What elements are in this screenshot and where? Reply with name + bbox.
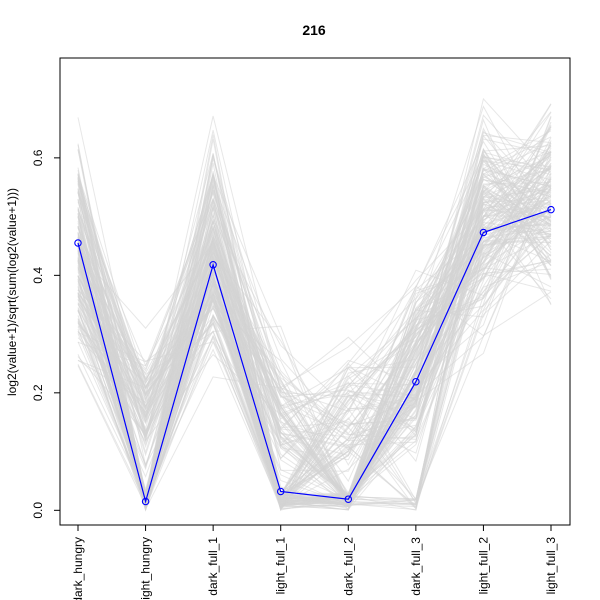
background-line <box>77 182 552 504</box>
background-line <box>77 155 552 511</box>
background-line <box>77 202 552 506</box>
y-axis: 0.0 0.2 0.4 0.6 <box>31 149 60 519</box>
background-lines <box>77 97 552 512</box>
highlight-point-dark_hungry <box>74 239 82 247</box>
y-axis-label: log2(value+1)/sqrt(sum(log2(value+1))) <box>5 188 19 396</box>
y-tick-label: 0.2 <box>31 384 45 401</box>
y-tick-label: 0.4 <box>31 267 45 284</box>
x-tick-label-dark_full_1: dark_full_1 <box>206 537 220 596</box>
background-line <box>77 222 552 508</box>
background-line <box>77 156 552 501</box>
highlight-point-light_full_2 <box>479 228 488 237</box>
x-tick-label-light_hungry: light_hungry <box>139 537 153 600</box>
x-tick-label-dark_full_3: dark_full_3 <box>409 537 423 596</box>
background-line <box>77 234 552 503</box>
y-tick-label: 0.6 <box>31 149 45 166</box>
highlight-point-dark_full_1 <box>209 261 217 269</box>
background-line <box>77 130 552 510</box>
x-tick-label-light_full_3: light_full_3 <box>544 537 558 595</box>
background-line <box>77 134 552 498</box>
background-line <box>77 160 552 511</box>
highlight-point-light_hungry <box>141 497 150 506</box>
highlight-line <box>77 209 552 504</box>
background-line <box>77 118 552 505</box>
plot-frame <box>59 57 571 526</box>
highlight-point-dark_full_2 <box>344 495 353 503</box>
background-line <box>77 134 552 512</box>
x-tick-label-light_full_2: light_full_2 <box>476 537 490 595</box>
highlight-point-light_full_1 <box>276 487 285 496</box>
background-line <box>77 191 552 512</box>
chart-title: 216 <box>302 22 326 38</box>
background-line <box>77 176 552 483</box>
highlight-series <box>74 205 555 506</box>
highlight-point-light_full_3 <box>547 205 555 214</box>
background-line <box>77 155 552 496</box>
highlight-point-dark_full_3 <box>412 377 420 386</box>
x-tick-label-light_full_1: light_full_1 <box>274 537 288 595</box>
x-tick-label-dark_hungry: dark_hungry <box>71 537 85 600</box>
background-line <box>77 115 552 425</box>
x-axis: dark_hungry light_hungry dark_full_1 light_… <box>71 525 558 600</box>
x-tick-label-dark_full_2: dark_full_2 <box>341 537 355 596</box>
y-tick-label: 0.0 <box>31 502 45 519</box>
